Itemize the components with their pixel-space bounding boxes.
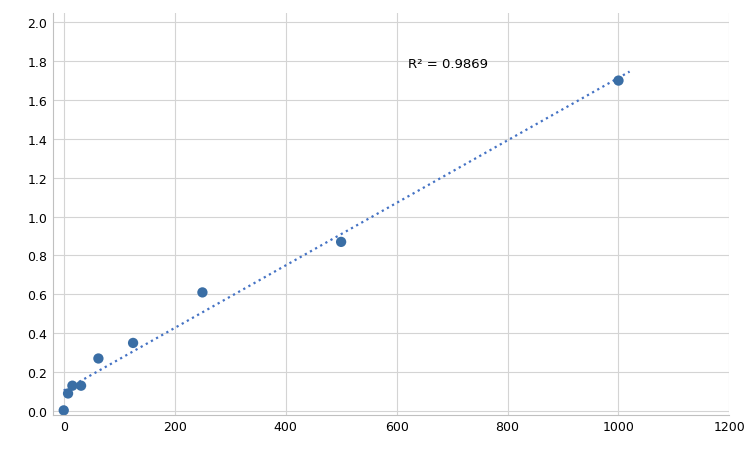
Point [75,382,87,390]
Point [335,239,347,246]
Text: R² = 0.9869: R² = 0.9869 [408,58,488,71]
Point [612,78,624,85]
Point [127,340,139,347]
Point [92,355,105,362]
Point [66,382,78,390]
Point [62,390,74,397]
Point [196,289,208,296]
Point [58,407,70,414]
